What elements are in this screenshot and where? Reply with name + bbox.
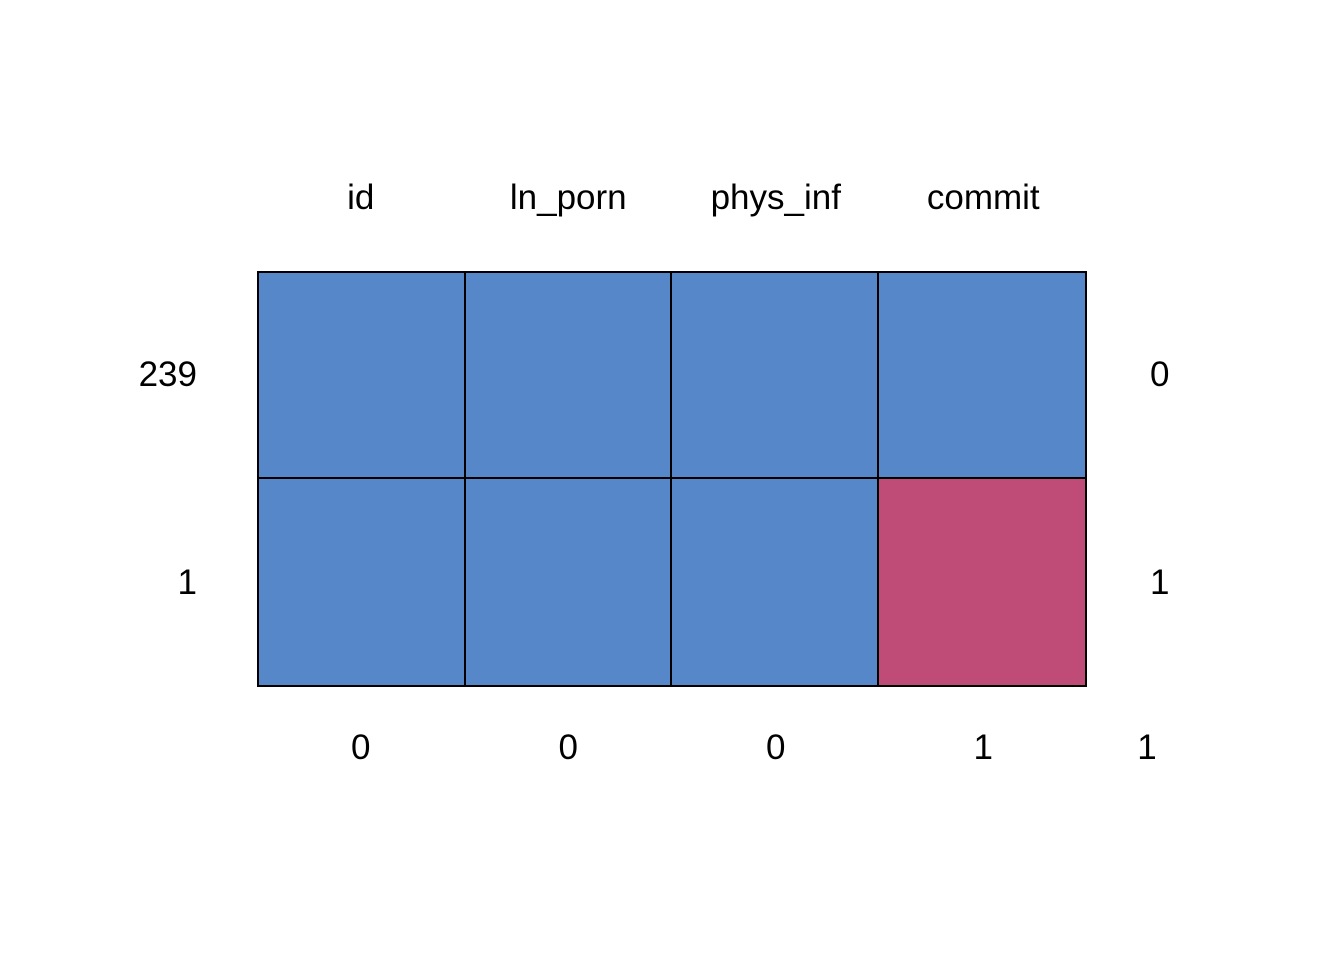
- pattern-cell-id-row2-observed: [259, 479, 466, 685]
- column-missing-label-phys_inf: 0: [766, 728, 786, 767]
- column-missing-label-id: 0: [351, 728, 371, 767]
- pattern-cell-commit-row2-missing: [878, 479, 1085, 685]
- row-count-label-1: 239: [138, 355, 197, 394]
- pattern-cell-phys_inf-row1-observed: [672, 273, 879, 479]
- row-missing-label-1: 0: [1150, 355, 1170, 394]
- pattern-cell-phys_inf-row2-observed: [672, 479, 879, 685]
- column-header-id: id: [347, 178, 375, 217]
- column-header-ln_porn: ln_porn: [509, 178, 627, 217]
- total-missing-label: 1: [1137, 728, 1157, 767]
- pattern-cell-id-row1-observed: [259, 273, 466, 479]
- pattern-cell-commit-row1-observed: [878, 273, 1085, 479]
- pattern-grid: [257, 271, 1087, 687]
- pattern-cell-ln_porn-row2-observed: [465, 479, 672, 685]
- column-missing-label-ln_porn: 0: [558, 728, 578, 767]
- column-header-phys_inf: phys_inf: [710, 178, 841, 217]
- row-missing-label-2: 1: [1150, 563, 1170, 602]
- row-count-label-2: 1: [177, 563, 197, 602]
- column-header-commit: commit: [926, 178, 1040, 217]
- pattern-cell-ln_porn-row1-observed: [465, 273, 672, 479]
- column-missing-label-commit: 1: [973, 728, 993, 767]
